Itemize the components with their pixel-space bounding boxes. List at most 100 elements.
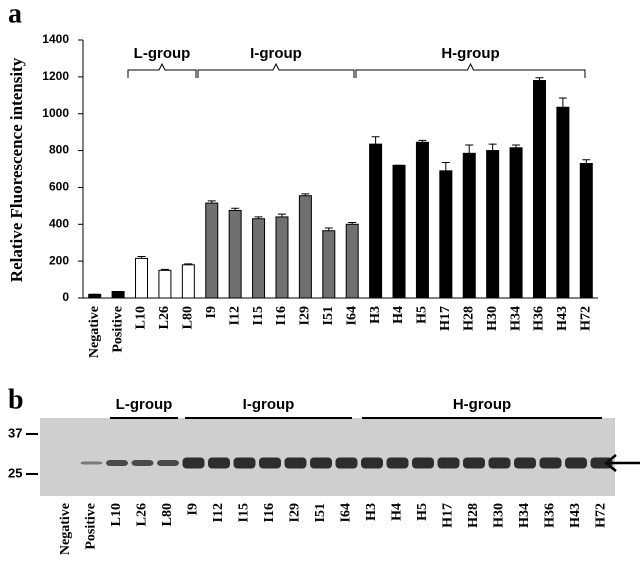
y-tick-label: 400 xyxy=(49,216,69,230)
marker-label: 37 xyxy=(8,425,22,440)
x-tick-label: H28 xyxy=(461,306,476,331)
group-label: L-group xyxy=(116,396,173,413)
blot-band xyxy=(310,458,332,469)
bar xyxy=(487,151,499,298)
x-tick-label: H3 xyxy=(368,306,383,324)
lane-label: L10 xyxy=(109,503,124,526)
x-tick-label: L26 xyxy=(157,306,172,329)
blot-band xyxy=(336,458,358,469)
y-axis-label: Relative Fluorescence intensity xyxy=(7,57,26,282)
lane-label: H28 xyxy=(466,503,481,528)
group-label: L-group xyxy=(134,45,191,62)
x-tick-label: I16 xyxy=(274,306,289,325)
blot-band xyxy=(412,458,434,469)
y-tick-label: 600 xyxy=(49,180,69,194)
x-tick-label: H72 xyxy=(579,306,594,331)
bar xyxy=(112,292,124,298)
y-tick-label: 1400 xyxy=(42,32,69,46)
lane-label: H43 xyxy=(568,503,583,528)
x-tick-label: I29 xyxy=(298,306,313,325)
blot-band xyxy=(514,458,536,469)
error-bar xyxy=(559,98,567,107)
lane-label: H34 xyxy=(517,503,532,528)
lane-label: I64 xyxy=(339,503,354,522)
bar xyxy=(159,270,171,298)
bar xyxy=(182,265,194,298)
group-bracket xyxy=(198,64,354,78)
lane-label: I16 xyxy=(262,503,277,522)
x-tick-label: I15 xyxy=(251,306,266,325)
error-bar xyxy=(465,145,473,153)
bar xyxy=(416,142,428,298)
bar xyxy=(370,144,382,298)
lane-label: H17 xyxy=(441,503,456,528)
group-label: I-group xyxy=(243,396,295,413)
panel-letter: a xyxy=(8,0,22,29)
bar xyxy=(580,163,592,298)
group-bracket xyxy=(128,64,196,78)
x-tick-label: I64 xyxy=(344,306,359,325)
blot-band xyxy=(438,458,460,469)
lane-label: I12 xyxy=(211,503,226,522)
x-tick-label: H43 xyxy=(555,306,570,331)
lane-label: H4 xyxy=(390,503,405,521)
bar xyxy=(276,217,288,298)
blot-band xyxy=(208,458,230,469)
blot-membrane xyxy=(40,418,615,496)
bar xyxy=(229,210,241,298)
bar xyxy=(299,196,311,298)
blot-band xyxy=(259,458,281,469)
blot-band xyxy=(132,460,154,466)
y-tick-label: 1200 xyxy=(42,69,69,83)
lane-label: H72 xyxy=(594,503,609,528)
x-tick-label: Positive xyxy=(110,306,125,353)
lane-label: Positive xyxy=(84,503,99,550)
bar xyxy=(323,231,335,298)
blot-band xyxy=(106,460,128,466)
x-tick-label: I51 xyxy=(321,306,336,325)
x-tick-label: H5 xyxy=(415,306,430,324)
error-bar xyxy=(489,144,497,150)
blot-band xyxy=(591,458,613,469)
group-label: I-group xyxy=(250,45,302,62)
group-bracket xyxy=(356,64,585,78)
page: a b Relative Fluorescence intensity 0200… xyxy=(0,0,644,563)
y-tick-label: 800 xyxy=(49,143,69,157)
x-tick-label: I12 xyxy=(227,306,242,325)
bar xyxy=(136,258,148,298)
error-bar xyxy=(372,137,380,144)
bar xyxy=(440,171,452,298)
blot-band xyxy=(361,458,383,469)
lane-label: H5 xyxy=(415,503,430,521)
lane-label: I51 xyxy=(313,503,328,522)
bar xyxy=(393,165,405,298)
group-label: H-group xyxy=(441,45,499,62)
x-tick-label: L80 xyxy=(181,306,196,329)
y-tick-label: 1000 xyxy=(42,106,69,120)
bar xyxy=(533,81,545,298)
panel-letter: b xyxy=(8,384,24,415)
x-tick-label: L10 xyxy=(134,306,149,329)
bar xyxy=(346,224,358,298)
blot-band xyxy=(183,458,205,469)
x-tick-label: H34 xyxy=(508,306,523,331)
bar xyxy=(89,294,101,298)
blot-band xyxy=(234,458,256,469)
blot-band xyxy=(157,460,179,466)
blot-band xyxy=(540,458,562,469)
x-tick-label: I9 xyxy=(204,306,219,318)
lane-label: I29 xyxy=(288,503,303,522)
bar xyxy=(253,219,265,298)
blot-band xyxy=(489,458,511,469)
bar xyxy=(463,153,475,298)
marker-label: 25 xyxy=(8,465,22,480)
x-tick-label: H4 xyxy=(391,306,406,324)
x-tick-label: H17 xyxy=(438,306,453,331)
bar xyxy=(557,107,569,298)
bar xyxy=(510,148,522,298)
error-bar xyxy=(582,160,590,164)
blot-band xyxy=(81,462,103,465)
lane-label: H36 xyxy=(543,503,558,528)
x-tick-label: H30 xyxy=(485,306,500,331)
bar xyxy=(206,203,218,298)
